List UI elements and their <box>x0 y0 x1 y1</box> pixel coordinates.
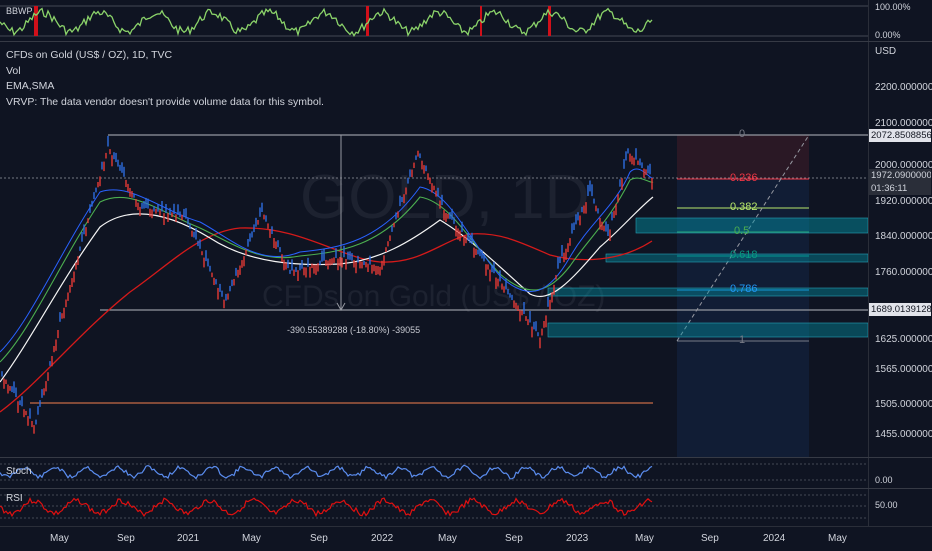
legend-vol[interactable]: Vol <box>6 65 21 77</box>
bbwp-extreme-bar <box>548 6 551 36</box>
price-label: 1920.00000000 <box>875 196 932 207</box>
rsi-label: RSI <box>6 493 23 504</box>
bbwp-plot <box>0 5 868 38</box>
price-label: 2100.00000000 <box>875 118 932 129</box>
price-label: 1505.00000000 <box>875 399 932 410</box>
fib-range-box <box>677 135 809 179</box>
fib-label-0382: 0.382 <box>730 201 758 213</box>
demand-zone[interactable] <box>635 217 868 234</box>
demand-zone[interactable] <box>547 287 868 297</box>
time-label: May <box>828 533 847 544</box>
time-label: May <box>242 533 261 544</box>
price-label: 2000.00000000 <box>875 160 932 171</box>
ema-9-line <box>0 168 654 353</box>
time-label: Sep <box>701 533 719 544</box>
time-label: May <box>438 533 457 544</box>
pane-separator[interactable] <box>0 457 932 458</box>
stoch-axis[interactable]: 0.00 <box>868 458 932 488</box>
fib-range-box-lower <box>677 179 809 457</box>
fib-label-1: 1 <box>739 334 746 346</box>
bbwp-scale-top: 100.00% <box>875 2 911 12</box>
time-label: Sep <box>117 533 135 544</box>
bbwp-line <box>0 7 653 38</box>
stoch-k-line <box>0 464 653 480</box>
legend-ma[interactable]: EMA,SMA <box>6 80 55 92</box>
price-label: 1455.00000000 <box>875 429 932 440</box>
stoch-label: Stoch <box>6 466 32 477</box>
measure-label: -390.55389288 (-18.80%) -39055 <box>287 325 421 335</box>
fib-label-0: 0 <box>739 128 746 140</box>
legend-title[interactable]: CFDs on Gold (US$ / OZ), 1D, TVC <box>6 49 173 61</box>
legend-vrvp[interactable]: VRVP: The data vendor doesn't provide vo… <box>6 96 324 108</box>
stoch-pane[interactable]: Stoch <box>0 458 868 488</box>
pane-separator[interactable] <box>0 41 932 42</box>
rsi-line <box>0 496 653 518</box>
main-chart-pane[interactable]: GOLD, 1D CFDs on Gold (US$ / OZ) <box>0 42 868 457</box>
time-label: 2023 <box>566 533 589 544</box>
price-label: 1760.00000000 <box>875 267 932 278</box>
rsi-plot <box>0 494 868 519</box>
fib-label-0236: 0.236 <box>730 172 758 184</box>
high-price-tag: 2072.85088564 <box>869 129 931 142</box>
bbwp-pane[interactable]: BBWP <box>0 0 868 41</box>
demand-zone[interactable] <box>547 322 868 338</box>
sma-50-line <box>0 196 654 383</box>
bbwp-scale-bottom: 0.00% <box>875 30 901 40</box>
low-price-tag: 1689.01391280 <box>869 303 931 316</box>
watermark-symbol: GOLD, 1D <box>300 163 590 232</box>
watermark-name: CFDs on Gold (US$ / OZ) <box>262 280 606 313</box>
time-axis[interactable]: May Sep 2021 May Sep 2022 May Sep 2023 M… <box>0 526 932 551</box>
price-label: 1565.00000000 <box>875 364 932 375</box>
rsi-scale: 50.00 <box>875 500 898 510</box>
rsi-pane[interactable]: RSI <box>0 489 868 526</box>
sma-200-line <box>0 227 653 413</box>
price-bars <box>1 135 653 434</box>
pane-separator[interactable] <box>0 488 932 489</box>
stoch-scale: 0.00 <box>875 475 893 485</box>
bbwp-extreme-bar <box>366 6 369 36</box>
bbwp-extreme-bar <box>34 6 38 36</box>
price-axis[interactable]: USD 2200.00000000 2100.00000000 2000.000… <box>868 42 932 457</box>
time-label: 2022 <box>371 533 394 544</box>
time-label: 2024 <box>763 533 786 544</box>
fib-trend-line[interactable] <box>676 134 810 342</box>
price-label: 2200.00000000 <box>875 82 932 93</box>
rsi-axis[interactable]: 50.00 <box>868 489 932 526</box>
bbwp-axis[interactable]: 100.00% 0.00% <box>868 0 932 41</box>
time-label: May <box>50 533 69 544</box>
fib-label-05: 0.5 <box>734 225 750 237</box>
price-chart-svg <box>0 134 868 457</box>
countdown-tag: 01:36:11 <box>869 182 931 195</box>
time-label: Sep <box>310 533 328 544</box>
price-label: 1625.00000000 <box>875 334 932 345</box>
stoch-plot <box>0 463 868 481</box>
bbwp-label: BBWP <box>6 6 33 16</box>
last-price-tag: 1972.09000000 <box>869 169 931 182</box>
currency-label: USD <box>875 46 897 57</box>
time-label: May <box>635 533 654 544</box>
ema-21-line <box>0 177 654 363</box>
time-label: Sep <box>505 533 523 544</box>
time-label: 2021 <box>177 533 200 544</box>
fib-label-0618: 0.618 <box>730 249 758 261</box>
price-label: 1840.00000000 <box>875 231 932 242</box>
fib-label-0786: 0.786 <box>730 283 758 295</box>
